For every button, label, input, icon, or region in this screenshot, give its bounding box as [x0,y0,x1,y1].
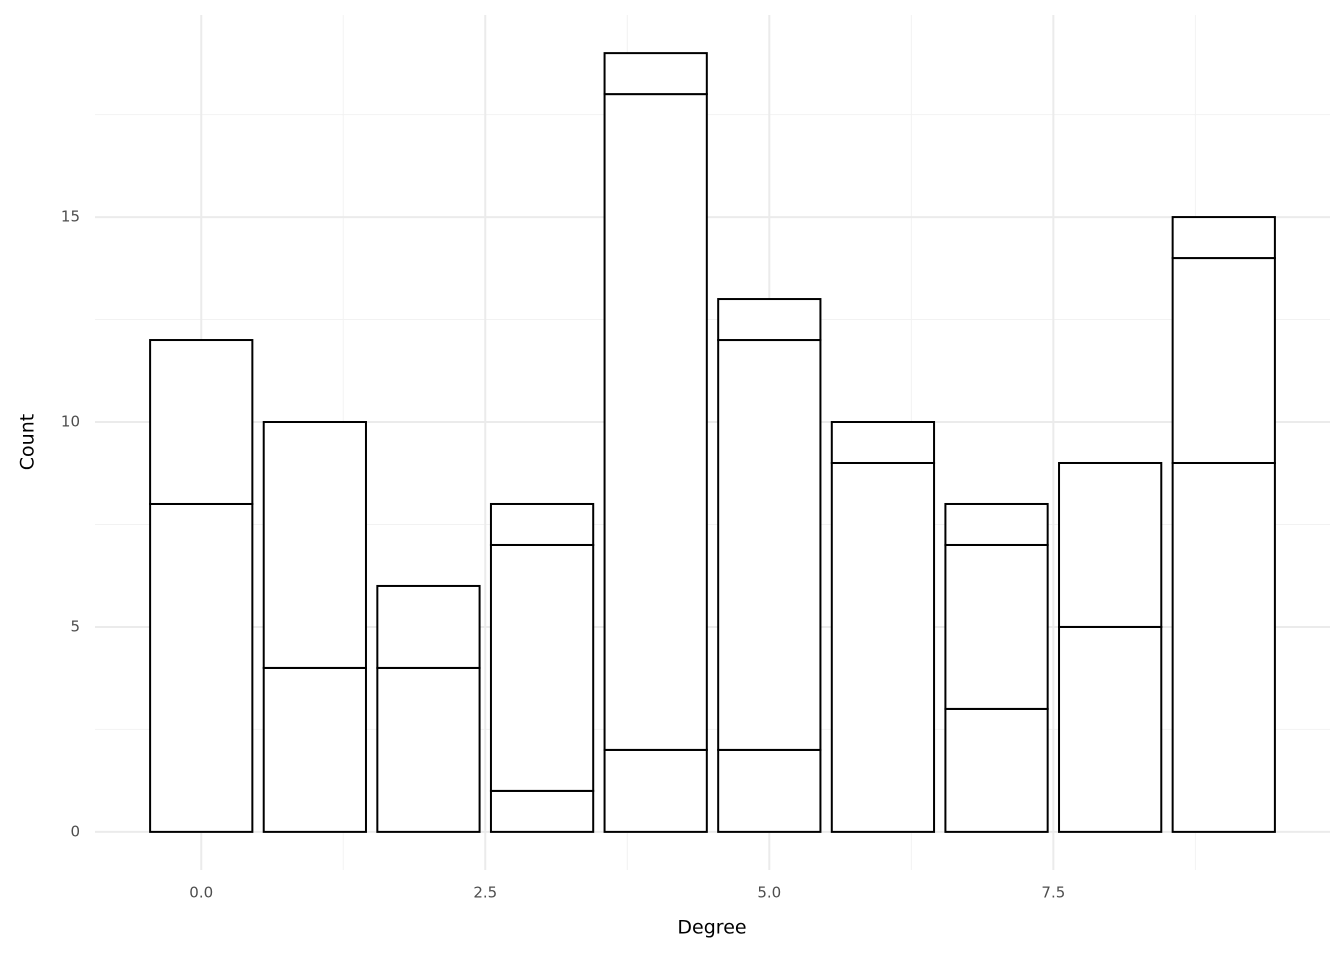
bar-segment [489,789,595,833]
bar-segment [944,707,1049,833]
bar-segment [1058,461,1163,628]
x-tick-label: 0.0 [189,884,213,902]
bar-segment [149,339,254,505]
bar-segment [717,339,822,751]
bar-segment [489,543,595,792]
x-tick-label: 7.5 [1041,884,1065,902]
y-tick-label: 15 [61,208,80,226]
bar-segment [603,93,708,751]
bar-segment [944,502,1049,546]
bar-segment [376,584,481,669]
y-tick-label: 5 [70,617,80,635]
bar-segment [830,421,936,464]
bar-segment [944,543,1049,710]
y-tick-label: 10 [61,413,80,431]
x-tick-label: 2.5 [473,884,497,902]
bar-segment [149,502,254,833]
x-tick-label: 5.0 [757,884,781,902]
bar-segment [1171,461,1276,833]
bar-segment [1171,257,1276,464]
bar-segment [489,502,595,546]
bar-segment [1171,216,1276,260]
y-tick-label: 0 [70,822,80,840]
bar-segment [262,421,367,669]
bar-segment [717,298,822,342]
y-axis-title: Count [17,414,39,470]
bar-segment [1058,625,1163,833]
bar-segment [376,666,481,833]
bar-segment [717,748,822,833]
x-axis-title: Degree [677,917,746,939]
bar-segment [830,461,936,833]
bar-segment [603,748,708,833]
bar-segment [262,666,367,833]
bar-segment [603,52,708,96]
